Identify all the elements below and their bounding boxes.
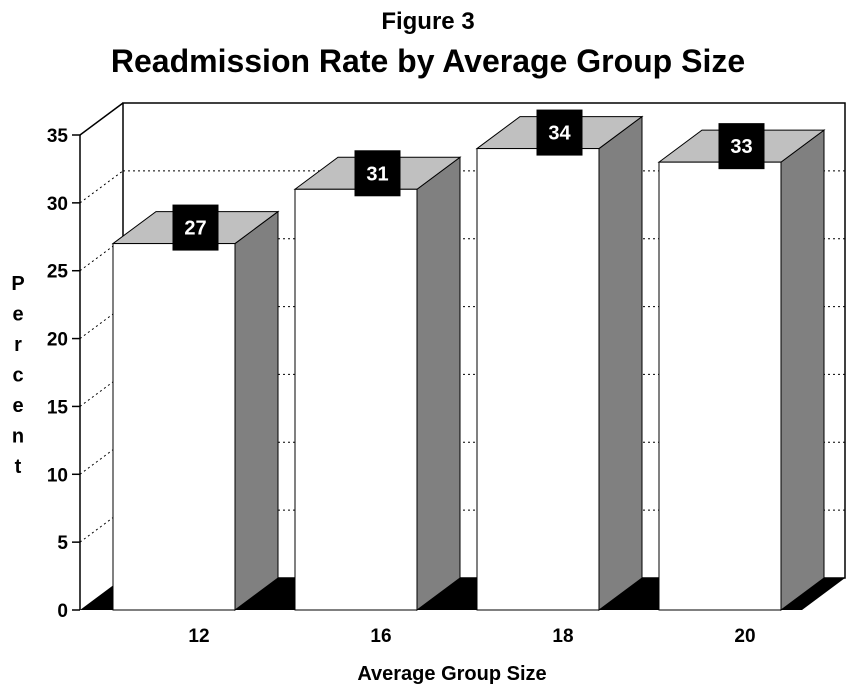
chart-title: Readmission Rate by Average Group Size bbox=[111, 43, 745, 79]
bar bbox=[476, 148, 600, 611]
gridline-side bbox=[79, 374, 124, 407]
data-label-box bbox=[354, 150, 401, 197]
bar-side bbox=[234, 210, 279, 611]
data-label-box bbox=[172, 204, 219, 251]
x-tick-label: 18 bbox=[552, 626, 573, 647]
data-label: 27 bbox=[184, 218, 206, 240]
chart-floor bbox=[80, 578, 845, 610]
bars bbox=[111, 115, 826, 611]
gridline-side bbox=[79, 238, 124, 272]
y-tick-label: 0 bbox=[57, 601, 68, 622]
gridline-side bbox=[79, 306, 124, 339]
data-label: 33 bbox=[730, 136, 752, 158]
data-label: 31 bbox=[366, 163, 388, 185]
data-label: 34 bbox=[548, 123, 571, 145]
y-tick-label: 15 bbox=[47, 397, 69, 418]
data-label-box bbox=[536, 109, 583, 156]
y-tick-label: 10 bbox=[47, 465, 68, 486]
axes: 0 5 10 15 20 25 30 35 bbox=[47, 102, 124, 622]
figure-label: Figure 3 bbox=[381, 8, 474, 35]
y-tick-label: 5 bbox=[57, 533, 68, 554]
data-labels: 27 12 31 16 34 18 33 20 bbox=[172, 109, 765, 647]
bar bbox=[658, 161, 782, 611]
x-tick-label: 16 bbox=[370, 626, 391, 647]
bar bbox=[294, 188, 418, 611]
gridline-side bbox=[79, 441, 124, 475]
x-tick-label: 20 bbox=[734, 626, 755, 647]
y-tick-label: 20 bbox=[47, 330, 68, 351]
bar-side bbox=[780, 129, 825, 611]
data-label-box bbox=[718, 123, 765, 170]
gridline-side bbox=[79, 170, 124, 204]
bar bbox=[112, 243, 236, 611]
x-axis-label: Average Group Size bbox=[357, 663, 546, 685]
y-tick-label: 30 bbox=[47, 194, 68, 215]
gridline-side bbox=[79, 509, 124, 543]
y-tick-label: 35 bbox=[47, 126, 69, 147]
bar-side bbox=[416, 156, 461, 611]
y-tick-label: 25 bbox=[47, 262, 69, 283]
x-tick-label: 12 bbox=[188, 626, 209, 647]
bar-side bbox=[598, 115, 643, 611]
y-axis-top-edge bbox=[79, 102, 124, 136]
